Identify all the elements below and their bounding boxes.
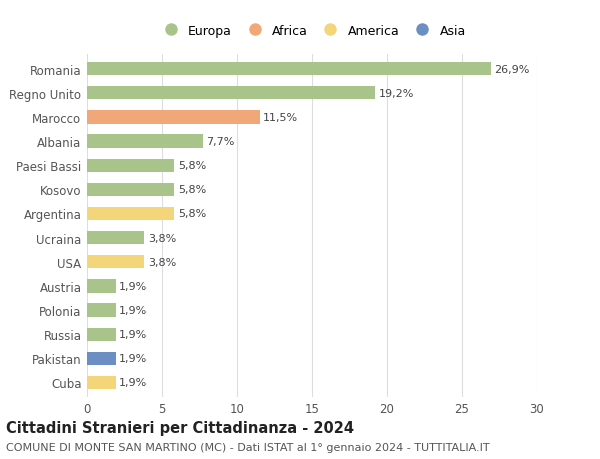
Bar xyxy=(87,376,115,389)
Bar xyxy=(87,159,174,173)
Bar xyxy=(87,87,375,100)
Text: 11,5%: 11,5% xyxy=(263,113,298,123)
Text: 5,8%: 5,8% xyxy=(178,161,206,171)
Bar xyxy=(87,256,144,269)
Text: 1,9%: 1,9% xyxy=(119,378,148,387)
Text: 7,7%: 7,7% xyxy=(206,137,235,147)
Text: 1,9%: 1,9% xyxy=(119,305,148,315)
Text: 3,8%: 3,8% xyxy=(148,233,176,243)
Bar xyxy=(87,63,491,76)
Bar xyxy=(87,304,115,317)
Text: 5,8%: 5,8% xyxy=(178,185,206,195)
Text: 26,9%: 26,9% xyxy=(494,65,530,74)
Text: 3,8%: 3,8% xyxy=(148,257,176,267)
Legend: Europa, Africa, America, Asia: Europa, Africa, America, Asia xyxy=(155,22,469,40)
Text: 5,8%: 5,8% xyxy=(178,209,206,219)
Bar xyxy=(87,352,115,365)
Text: 19,2%: 19,2% xyxy=(379,89,414,99)
Text: Cittadini Stranieri per Cittadinanza - 2024: Cittadini Stranieri per Cittadinanza - 2… xyxy=(6,420,354,435)
Bar xyxy=(87,111,260,124)
Bar xyxy=(87,207,174,221)
Text: 1,9%: 1,9% xyxy=(119,330,148,339)
Bar xyxy=(87,328,115,341)
Text: COMUNE DI MONTE SAN MARTINO (MC) - Dati ISTAT al 1° gennaio 2024 - TUTTITALIA.IT: COMUNE DI MONTE SAN MARTINO (MC) - Dati … xyxy=(6,442,490,452)
Text: 1,9%: 1,9% xyxy=(119,281,148,291)
Text: 1,9%: 1,9% xyxy=(119,353,148,364)
Bar xyxy=(87,280,115,293)
Bar xyxy=(87,231,144,245)
Bar xyxy=(87,183,174,196)
Bar xyxy=(87,135,203,148)
